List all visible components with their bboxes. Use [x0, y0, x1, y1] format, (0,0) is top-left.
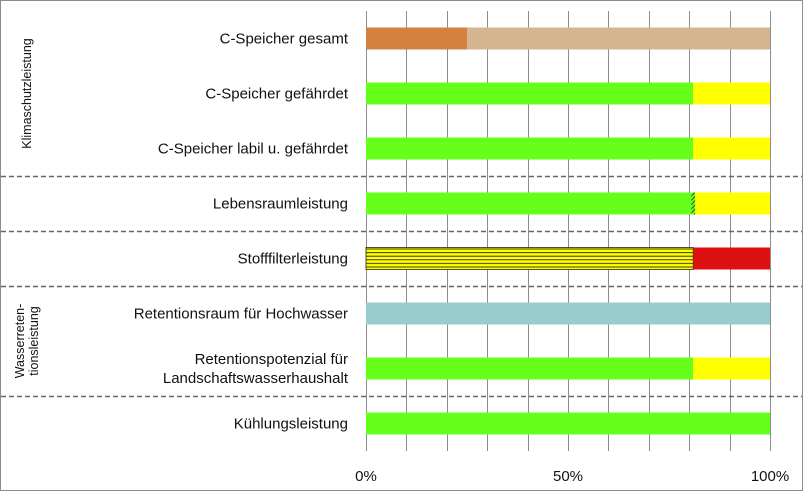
x-tick-label: 100% [751, 468, 789, 485]
group-label: Wasserreten-tionsleistung [13, 304, 41, 379]
bar-segment [691, 192, 696, 215]
category-label: Kühlungsleistung [234, 416, 348, 433]
group-label: Klimaschutzleistung [20, 38, 34, 149]
category-label: C-Speicher gefährdet [205, 86, 348, 103]
bar-segment [365, 247, 694, 270]
category-label: Retentionsraum für Hochwasser [134, 306, 348, 323]
bar-segment [366, 412, 770, 435]
category-label: C-Speicher gesamt [220, 31, 349, 48]
category-label: Retentionspotenzial für Landschaftswasser… [163, 351, 349, 387]
bar-segment [366, 27, 467, 50]
bar-segment [693, 357, 770, 380]
bar-segment [693, 82, 770, 105]
bar-segment [693, 247, 770, 270]
category-label: Stofffilterleistung [238, 251, 348, 268]
x-tick-label: 0% [355, 468, 377, 485]
bar-segment [366, 302, 770, 325]
bar-segment [467, 27, 770, 50]
bar-segment [366, 137, 694, 160]
bar-segment [695, 192, 770, 215]
x-tick-label: 50% [553, 468, 583, 485]
bar-segment [366, 192, 692, 215]
category-label: C-Speicher labil u. gefährdet [158, 141, 349, 158]
bar-segment [366, 82, 694, 105]
category-label: Lebensraumleistung [213, 196, 348, 213]
bar-segment [693, 137, 770, 160]
bar-segment [366, 357, 694, 380]
